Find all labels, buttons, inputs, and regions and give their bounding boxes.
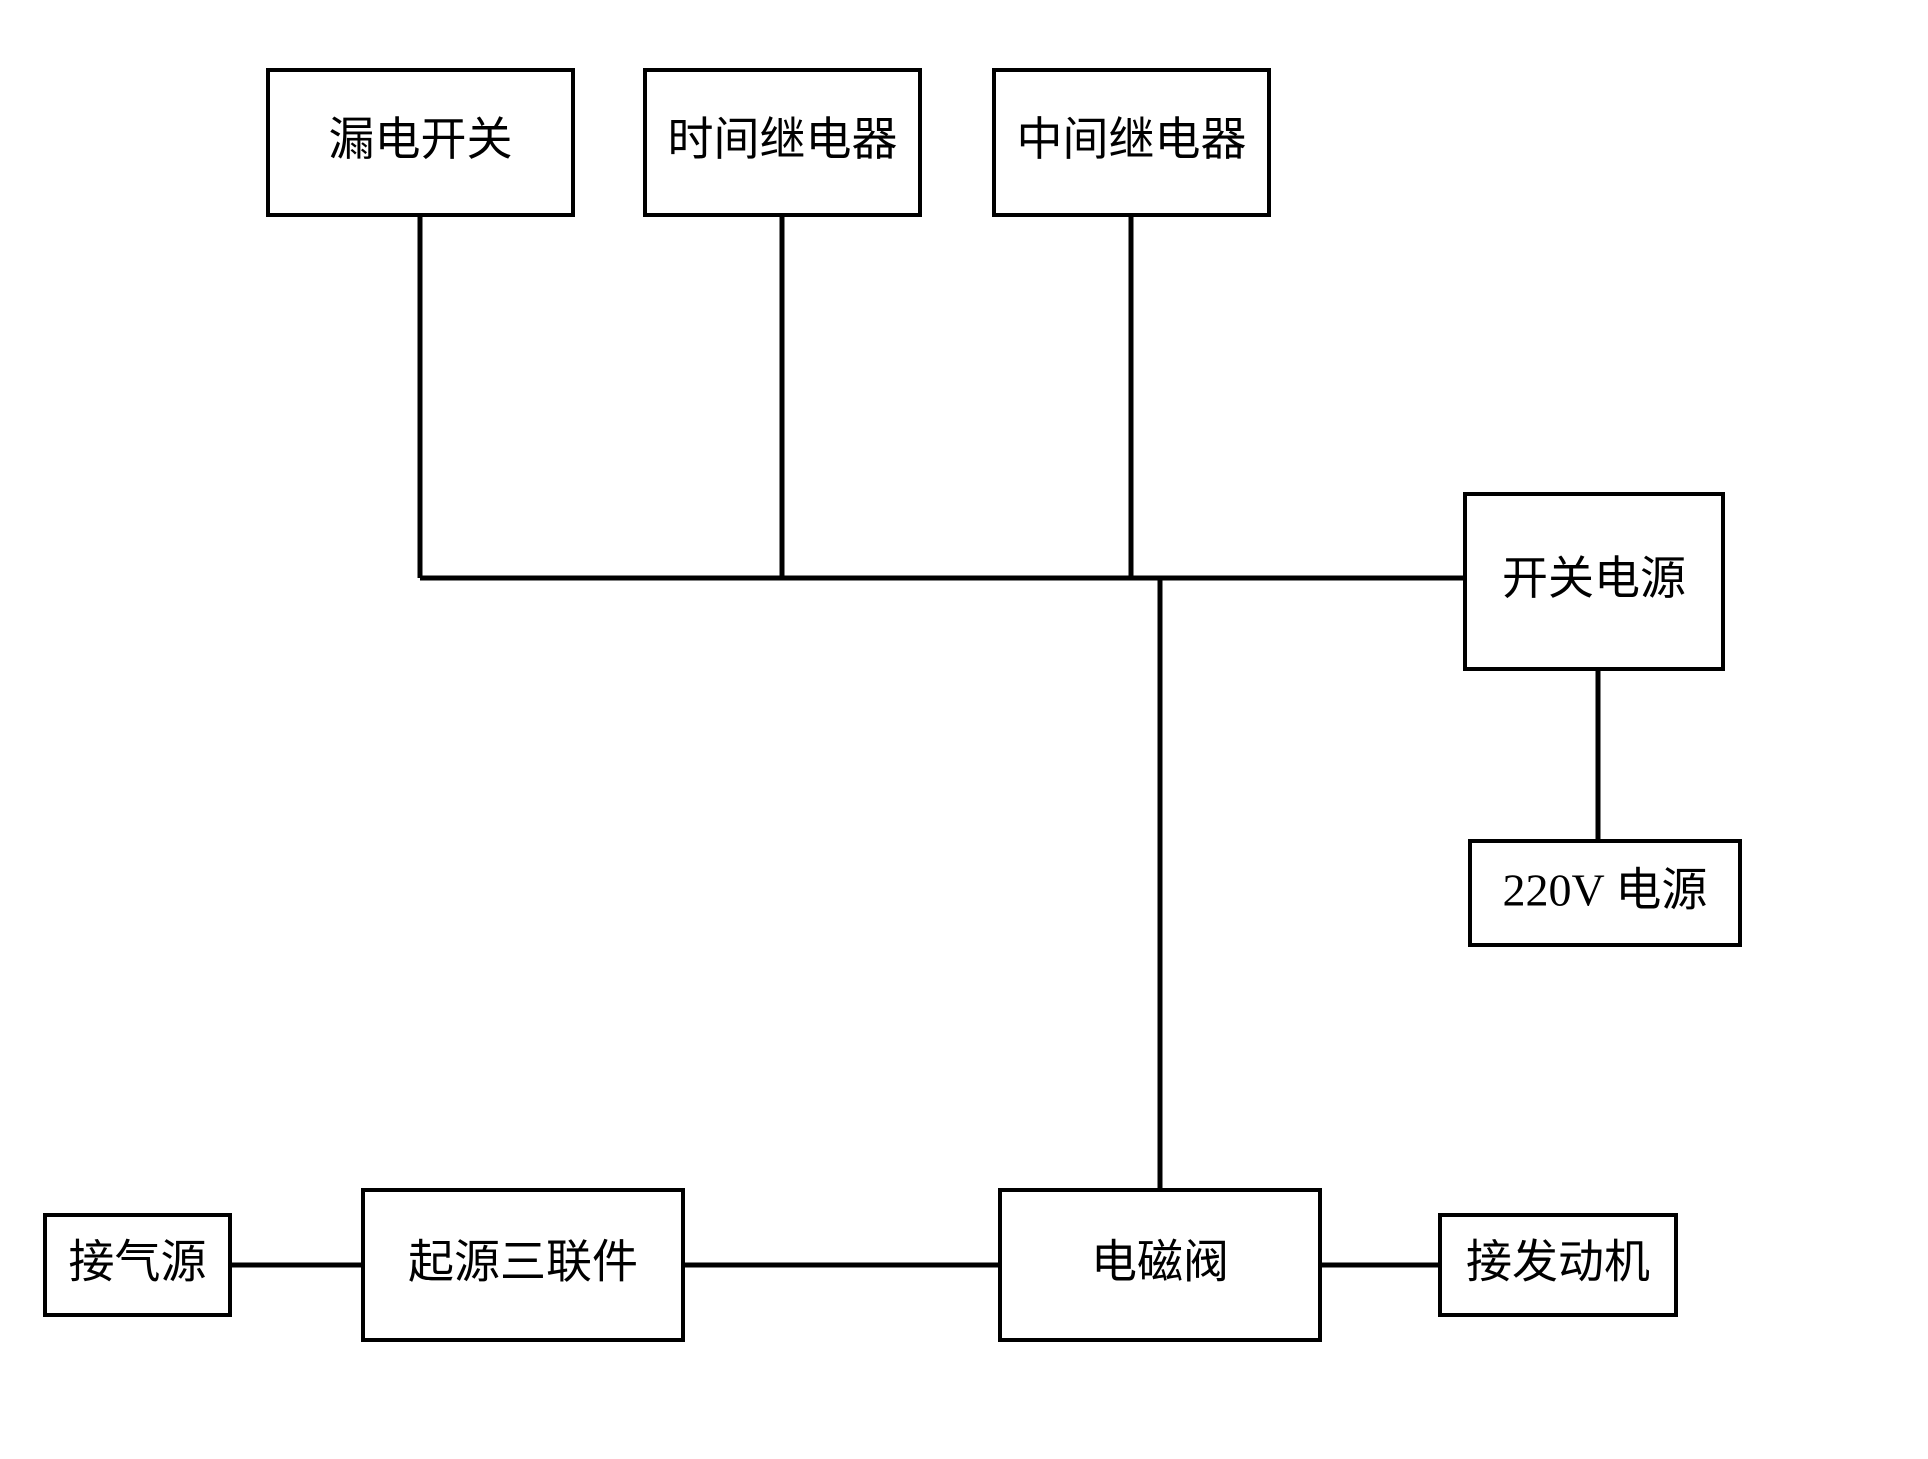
node-time_relay: 时间继电器 <box>645 70 920 215</box>
node-label-switch_power: 开关电源 <box>1502 553 1686 604</box>
node-label-air_source: 接气源 <box>69 1237 207 1288</box>
node-label-leakage_switch: 漏电开关 <box>329 114 513 165</box>
block-diagram: 漏电开关 时间继电器 中间继电器开关电源 220V 电源接气源 起源三联件 电磁阀 接发动机 <box>0 0 1928 1459</box>
node-label-power_220v: 220V 电源 <box>1503 865 1708 916</box>
node-label-solenoid_valve: 电磁阀 <box>1091 1237 1229 1288</box>
node-switch_power: 开关电源 <box>1465 494 1723 669</box>
node-label-engine_connect: 接发动机 <box>1466 1237 1650 1288</box>
node-air_source: 接气源 <box>45 1215 230 1315</box>
node-leakage_switch: 漏电开关 <box>268 70 573 215</box>
node-label-time_relay: 时间继电器 <box>668 114 898 165</box>
node-pneumatic_triple: 起源三联件 <box>363 1190 683 1340</box>
node-label-pneumatic_triple: 起源三联件 <box>408 1237 638 1288</box>
node-power_220v: 220V 电源 <box>1470 841 1740 945</box>
node-solenoid_valve: 电磁阀 <box>1000 1190 1320 1340</box>
node-inter_relay: 中间继电器 <box>994 70 1269 215</box>
node-label-inter_relay: 中间继电器 <box>1017 114 1247 165</box>
node-engine_connect: 接发动机 <box>1440 1215 1676 1315</box>
